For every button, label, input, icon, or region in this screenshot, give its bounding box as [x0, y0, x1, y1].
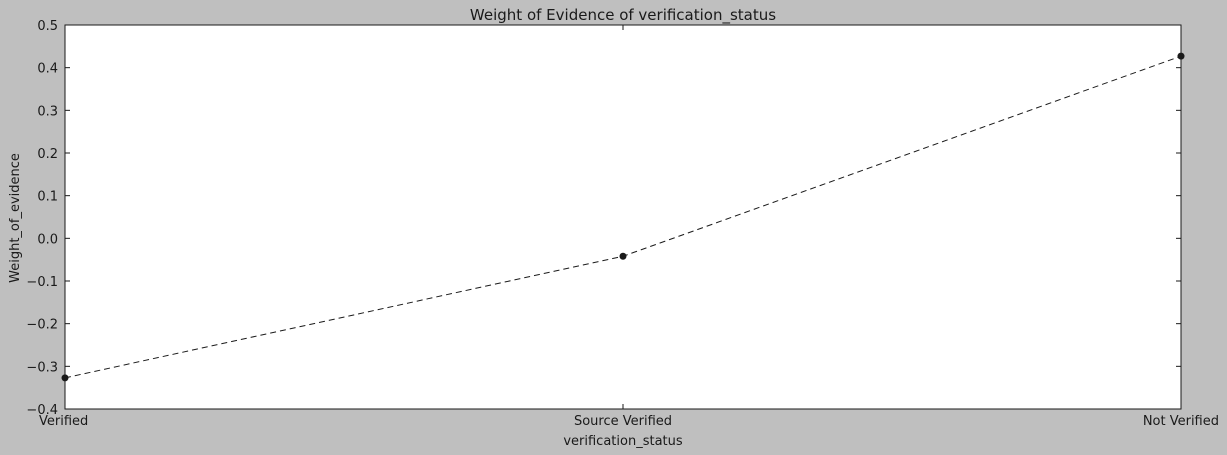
y-tick-label: −0.3: [26, 360, 58, 375]
y-tick-label: −0.2: [26, 318, 58, 333]
x-tick-label: Verified: [39, 414, 88, 429]
data-point: [619, 252, 627, 260]
x-axis-label: verification_status: [563, 434, 683, 449]
y-tick-label: 0.5: [37, 19, 58, 34]
x-tick-label: Source Verified: [574, 414, 672, 429]
data-point: [1177, 52, 1185, 60]
y-axis-label: Weight_of_evidence: [8, 153, 23, 283]
y-tick-label: 0.3: [37, 104, 58, 119]
data-point: [61, 374, 69, 382]
y-tick-label: −0.1: [26, 275, 58, 290]
plot-area: [64, 24, 1182, 410]
data-points: [61, 52, 1185, 382]
chart-title: Weight of Evidence of verification_statu…: [470, 6, 776, 25]
y-tick-label: 0.1: [37, 190, 58, 205]
y-tick-label: 0.2: [37, 147, 58, 162]
x-tick-label: Not Verified: [1143, 414, 1219, 429]
ticks: [64, 24, 1182, 410]
y-tick-label: −0.4: [26, 403, 58, 418]
tick-labels: 0.5 0.4 0.3 0.2 0.1 0.0 −0.1 −0.2 −0.3 −0.4Verifi…: [26, 19, 1219, 429]
y-tick-label: 0.4: [37, 62, 58, 77]
y-tick-label: 0.0: [37, 232, 58, 247]
